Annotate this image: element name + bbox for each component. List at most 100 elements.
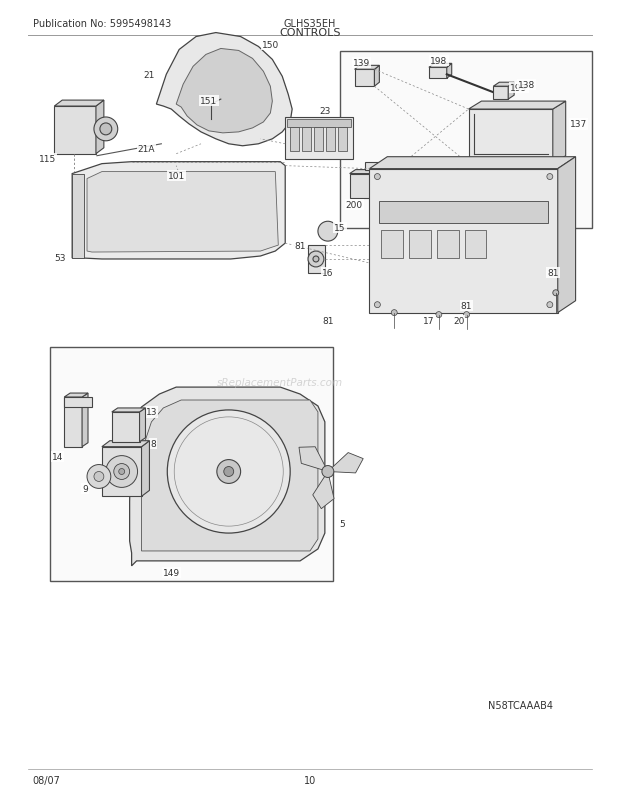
Circle shape xyxy=(118,469,125,475)
Polygon shape xyxy=(112,408,146,412)
Polygon shape xyxy=(350,170,395,174)
Bar xyxy=(314,128,323,152)
Polygon shape xyxy=(429,64,452,68)
Text: 81: 81 xyxy=(294,241,306,250)
Bar xyxy=(340,52,593,229)
Polygon shape xyxy=(389,170,395,199)
Polygon shape xyxy=(328,453,363,473)
Circle shape xyxy=(106,456,138,488)
Text: 08/07: 08/07 xyxy=(32,776,60,785)
Polygon shape xyxy=(447,64,452,79)
Bar xyxy=(409,231,431,259)
Text: 139: 139 xyxy=(353,59,370,68)
Circle shape xyxy=(547,174,553,180)
Text: GLHS35EH: GLHS35EH xyxy=(284,18,336,29)
Bar xyxy=(302,128,311,152)
Polygon shape xyxy=(365,163,379,170)
Polygon shape xyxy=(82,394,88,448)
Text: 10: 10 xyxy=(304,776,316,785)
Polygon shape xyxy=(558,157,575,314)
Circle shape xyxy=(318,222,338,242)
Polygon shape xyxy=(96,101,104,155)
Text: sReplacementParts.com: sReplacementParts.com xyxy=(217,378,343,387)
Text: 17: 17 xyxy=(423,317,435,326)
Text: 16: 16 xyxy=(322,269,334,278)
Text: 200: 200 xyxy=(346,200,363,209)
Polygon shape xyxy=(130,387,325,566)
Polygon shape xyxy=(64,398,92,407)
Text: Publication No: 5995498143: Publication No: 5995498143 xyxy=(32,18,171,29)
Bar xyxy=(437,231,459,259)
Text: 137: 137 xyxy=(570,120,587,129)
Text: 15: 15 xyxy=(334,224,345,233)
Polygon shape xyxy=(429,68,447,79)
Polygon shape xyxy=(55,107,96,155)
Text: 150: 150 xyxy=(262,41,279,50)
Text: N58TCAAAB4: N58TCAAAB4 xyxy=(489,700,554,710)
Text: 199: 199 xyxy=(510,83,528,92)
Polygon shape xyxy=(55,101,104,107)
Text: 81: 81 xyxy=(322,317,334,326)
Polygon shape xyxy=(469,110,553,164)
Text: 53: 53 xyxy=(55,254,66,263)
Text: CONTROLS: CONTROLS xyxy=(279,27,341,38)
Circle shape xyxy=(391,310,397,316)
Text: 5: 5 xyxy=(339,519,345,528)
Polygon shape xyxy=(355,71,374,87)
Polygon shape xyxy=(370,157,575,169)
Text: 20: 20 xyxy=(453,317,464,326)
Circle shape xyxy=(100,124,112,136)
Polygon shape xyxy=(141,441,149,496)
Polygon shape xyxy=(102,448,141,496)
Polygon shape xyxy=(141,400,318,551)
Text: 8: 8 xyxy=(151,439,156,448)
Polygon shape xyxy=(72,174,84,259)
Circle shape xyxy=(553,290,559,297)
Polygon shape xyxy=(374,67,379,87)
Circle shape xyxy=(224,467,234,477)
Circle shape xyxy=(177,180,185,188)
Text: 81: 81 xyxy=(461,302,472,310)
Circle shape xyxy=(547,302,553,308)
Text: 149: 149 xyxy=(162,569,180,577)
Polygon shape xyxy=(112,412,140,442)
Text: 13: 13 xyxy=(146,408,157,417)
Polygon shape xyxy=(64,398,82,448)
Text: 198: 198 xyxy=(430,57,448,66)
Polygon shape xyxy=(140,408,146,442)
Text: 14: 14 xyxy=(51,452,63,461)
Bar xyxy=(287,119,351,128)
Bar xyxy=(285,118,353,160)
Bar xyxy=(326,128,335,152)
Polygon shape xyxy=(355,67,379,71)
Circle shape xyxy=(167,411,290,533)
Circle shape xyxy=(94,118,118,142)
Text: 138: 138 xyxy=(518,81,535,90)
Bar xyxy=(464,231,487,259)
Polygon shape xyxy=(176,50,272,134)
Bar xyxy=(379,202,548,224)
Polygon shape xyxy=(494,87,508,100)
Polygon shape xyxy=(156,34,292,147)
Polygon shape xyxy=(299,448,328,472)
Text: 101: 101 xyxy=(167,172,185,180)
Bar xyxy=(381,231,403,259)
Text: 9: 9 xyxy=(82,484,88,493)
Text: 115: 115 xyxy=(38,155,56,164)
Polygon shape xyxy=(87,172,278,253)
Polygon shape xyxy=(308,245,325,273)
Bar xyxy=(290,128,299,152)
Circle shape xyxy=(87,465,111,488)
Circle shape xyxy=(322,466,334,478)
Circle shape xyxy=(374,174,380,180)
Circle shape xyxy=(313,257,319,262)
Polygon shape xyxy=(72,163,285,260)
Circle shape xyxy=(94,472,104,482)
Text: 81: 81 xyxy=(547,269,559,278)
Polygon shape xyxy=(494,83,514,87)
Circle shape xyxy=(436,312,442,318)
Bar xyxy=(50,348,333,581)
Circle shape xyxy=(114,464,130,480)
Polygon shape xyxy=(553,102,565,164)
Text: 21: 21 xyxy=(144,71,155,79)
